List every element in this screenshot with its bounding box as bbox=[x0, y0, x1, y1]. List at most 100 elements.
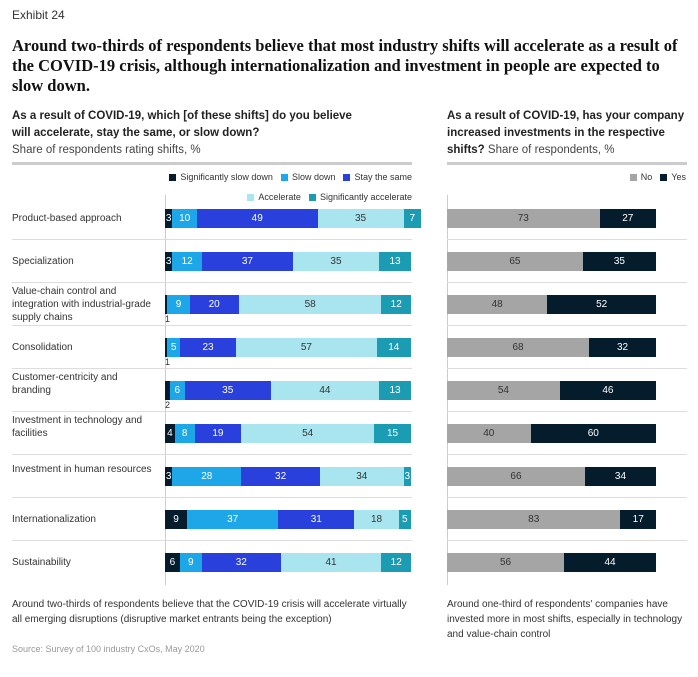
chart-title: Around two-thirds of respondents believe… bbox=[12, 36, 678, 95]
bar-segment: 6 bbox=[165, 553, 180, 572]
bar-segment: 37 bbox=[187, 510, 279, 529]
bar-segment: 34 bbox=[319, 467, 404, 486]
legend-swatch bbox=[660, 174, 668, 182]
bar-segment: 37 bbox=[201, 252, 293, 271]
bar-segment: 23 bbox=[179, 338, 237, 357]
bar-segment: 9 bbox=[165, 510, 188, 529]
category-label: Consolidation bbox=[12, 341, 73, 353]
bar-value-outside: 2 bbox=[165, 400, 171, 410]
category-label: Value-chain control and integration with… bbox=[12, 285, 151, 323]
row-separator bbox=[447, 497, 687, 498]
row-separator bbox=[447, 454, 687, 455]
right-legend: No Yes bbox=[447, 172, 686, 182]
bar-segment: 3 bbox=[165, 209, 173, 228]
bar-segment: 5 bbox=[167, 338, 180, 357]
legend-label: Accelerate bbox=[258, 192, 301, 202]
bar-value-outside: 1 bbox=[165, 357, 171, 367]
bar-segment: 35 bbox=[582, 252, 656, 271]
legend-swatch bbox=[308, 194, 316, 202]
bar-segment bbox=[165, 381, 170, 400]
bar-segment: 34 bbox=[584, 467, 656, 486]
row-separator bbox=[447, 282, 687, 283]
bar-segment: 35 bbox=[292, 252, 379, 271]
left-legend-item: Significantly accelerate bbox=[308, 192, 412, 202]
category-label: Specialization bbox=[12, 255, 74, 267]
right-note: Around one-third of respondents' compani… bbox=[447, 599, 683, 640]
row-separator bbox=[447, 239, 687, 240]
left-legend-item: Significantly slow down bbox=[169, 172, 273, 182]
bar-segment: 40 bbox=[447, 424, 531, 443]
bar-value-outside: 1 bbox=[165, 314, 171, 324]
bar-segment: 31 bbox=[278, 510, 355, 529]
legend-swatch bbox=[629, 174, 637, 182]
source: Source: Survey of 100 industry CxOs, May… bbox=[12, 644, 205, 654]
right-legend-item: Yes bbox=[660, 172, 686, 182]
row-separator bbox=[12, 368, 412, 369]
legend-label: Slow down bbox=[291, 172, 336, 182]
legend-label: Significantly accelerate bbox=[319, 192, 412, 202]
bar-segment: 68 bbox=[447, 338, 590, 357]
category-label: Product-based approach bbox=[12, 212, 122, 224]
bar-segment: 10 bbox=[172, 209, 197, 228]
left-legend-item: Accelerate bbox=[247, 192, 301, 202]
bar-segment: 35 bbox=[184, 381, 271, 400]
row-separator bbox=[447, 411, 687, 412]
bar-segment: 54 bbox=[447, 381, 560, 400]
row-separator bbox=[12, 540, 412, 541]
row-separator bbox=[12, 411, 412, 412]
bar-segment: 48 bbox=[447, 295, 548, 314]
bar-segment: 9 bbox=[167, 295, 190, 314]
bar-segment: 60 bbox=[530, 424, 656, 443]
bar-segment: 12 bbox=[172, 252, 202, 271]
bar-segment: 20 bbox=[189, 295, 239, 314]
category-label: Sustainability bbox=[12, 556, 71, 568]
bar-segment: 3 bbox=[165, 467, 173, 486]
bar-segment bbox=[165, 338, 168, 357]
exhibit-label: Exhibit 24 bbox=[12, 8, 65, 22]
bar-segment: 27 bbox=[599, 209, 656, 228]
legend-swatch bbox=[169, 174, 177, 182]
category-label: Investment in technology and facilities bbox=[12, 414, 143, 439]
bar-segment: 5 bbox=[398, 510, 411, 529]
bar-segment: 6 bbox=[169, 381, 185, 400]
row-separator bbox=[447, 540, 687, 541]
bar-segment: 17 bbox=[620, 510, 656, 529]
bar-segment: 12 bbox=[381, 553, 411, 572]
row-separator bbox=[12, 454, 412, 455]
bar-segment bbox=[165, 295, 168, 314]
category-label: Investment in human resources bbox=[12, 464, 152, 475]
row-separator bbox=[12, 325, 412, 326]
bar-segment: 46 bbox=[559, 381, 656, 400]
bar-segment: 18 bbox=[354, 510, 399, 529]
legend-label: No bbox=[640, 172, 653, 182]
bar-segment: 56 bbox=[447, 553, 565, 572]
legend-swatch bbox=[343, 174, 351, 182]
bar-segment: 83 bbox=[447, 510, 621, 529]
bar-segment: 44 bbox=[564, 553, 656, 572]
legend-label: Yes bbox=[671, 172, 686, 182]
bar-segment: 3 bbox=[165, 252, 173, 271]
legend-label: Significantly slow down bbox=[180, 172, 273, 182]
left-top-rule bbox=[12, 162, 412, 165]
bar-segment: 41 bbox=[280, 553, 382, 572]
row-separator bbox=[447, 368, 687, 369]
right-legend-item: No bbox=[629, 172, 653, 182]
row-separator bbox=[447, 325, 687, 326]
bar-segment: 44 bbox=[270, 381, 379, 400]
row-separator bbox=[12, 282, 412, 283]
bar-segment: 19 bbox=[194, 424, 242, 443]
bar-segment: 35 bbox=[317, 209, 404, 228]
row-separator bbox=[12, 239, 412, 240]
bar-segment: 54 bbox=[241, 424, 375, 443]
left-question: As a result of COVID-19, which [of these… bbox=[12, 108, 372, 159]
bar-segment: 32 bbox=[589, 338, 656, 357]
right-top-rule bbox=[447, 162, 687, 165]
row-separator bbox=[12, 497, 412, 498]
right-subtitle: Share of respondents, % bbox=[487, 144, 615, 156]
bar-segment: 7 bbox=[403, 209, 421, 228]
bar-segment: 52 bbox=[547, 295, 656, 314]
bar-segment: 57 bbox=[236, 338, 377, 357]
legend-label: Stay the same bbox=[354, 172, 412, 182]
left-legend-item: Stay the same bbox=[343, 172, 412, 182]
left-note: Around two-thirds of respondents believe… bbox=[12, 599, 407, 625]
